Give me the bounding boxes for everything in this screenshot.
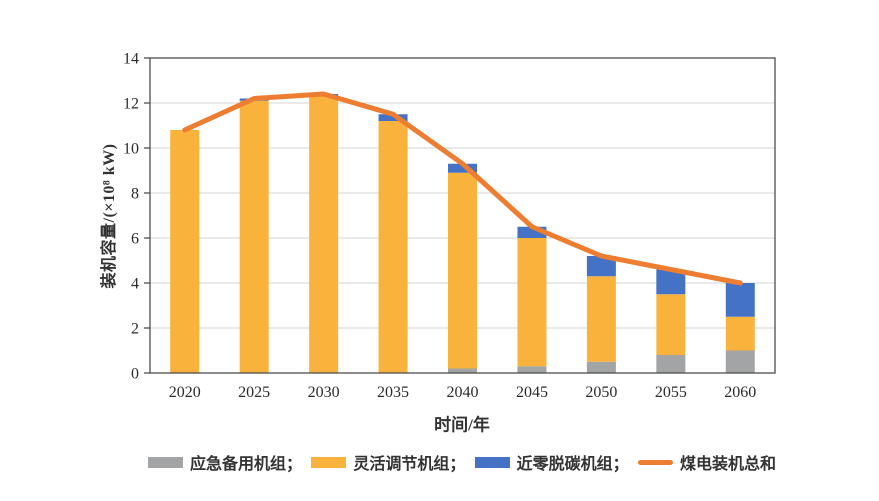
legend-swatch-orange-line [637,459,673,465]
x-tick-label: 2035 [377,384,409,401]
legend-item-near-zero-decarbonized: 近零脱碳机组； [474,450,629,474]
x-tick-label: 2030 [308,384,340,401]
y-tick-label: 6 [131,231,139,248]
bar-segment [448,172,477,369]
x-tick-label: 2020 [169,384,201,401]
legend-label: 近零脱碳机组； [516,456,629,473]
x-tick-label: 2040 [447,384,479,401]
bar-segment [309,96,339,373]
legend-label: 煤电装机总和 [679,456,776,473]
y-tick-label: 8 [131,186,139,203]
x-tick-label: 2060 [724,384,756,401]
plot-border [149,57,776,374]
y-tick-label: 0 [131,366,139,383]
bar-segment [586,276,616,362]
y-tick-label: 14 [123,51,139,68]
bar-segment [239,100,269,373]
bar-segment [517,366,547,373]
y-tick-label: 4 [131,276,139,293]
y-tick-label: 2 [131,321,139,338]
total-line [182,91,743,286]
bar-segment [656,355,686,373]
bar-segment [725,283,755,317]
bar-segment [378,114,408,121]
legend-item-emergency-backup: 应急备用机组； [148,450,302,474]
legend-label: 应急备用机组； [190,456,303,473]
bar-segment [448,368,477,373]
legend-item-coal-total-line: 煤电装机总和 [637,450,776,474]
y-tick-label: 10 [123,141,139,158]
legend-label: 灵活调节机组； [353,456,466,473]
legend-swatch-yellow-box [311,456,347,468]
bar-segment [586,361,616,373]
legend-swatch-blue-box [474,456,510,468]
x-tick-label: 2045 [516,384,548,401]
bar-segment [725,316,755,351]
bar-segment [448,163,477,173]
bar-segment [656,294,686,355]
bar-segment [517,238,547,367]
bar-segment [517,226,547,238]
bar-segment [378,121,408,373]
bar-segment [586,256,616,277]
x-tick-label: 2025 [238,384,270,401]
bar-segment [725,350,755,373]
y-axis-title: 装机容量/(×10⁸ kW) [101,143,118,289]
legend-swatch-gray-box [148,456,183,468]
x-axis-title: 时间/年 [434,415,490,435]
x-tick-label: 2050 [585,384,617,401]
legend-item-flexible-regulation: 灵活调节机组； [311,450,465,474]
y-tick-label: 12 [123,96,139,113]
x-tick-label: 2055 [655,384,687,401]
bar-segment [170,130,200,373]
legend: 应急备用机组； 灵活调节机组； 近零脱碳机组； 煤电装机总和 [148,450,776,474]
